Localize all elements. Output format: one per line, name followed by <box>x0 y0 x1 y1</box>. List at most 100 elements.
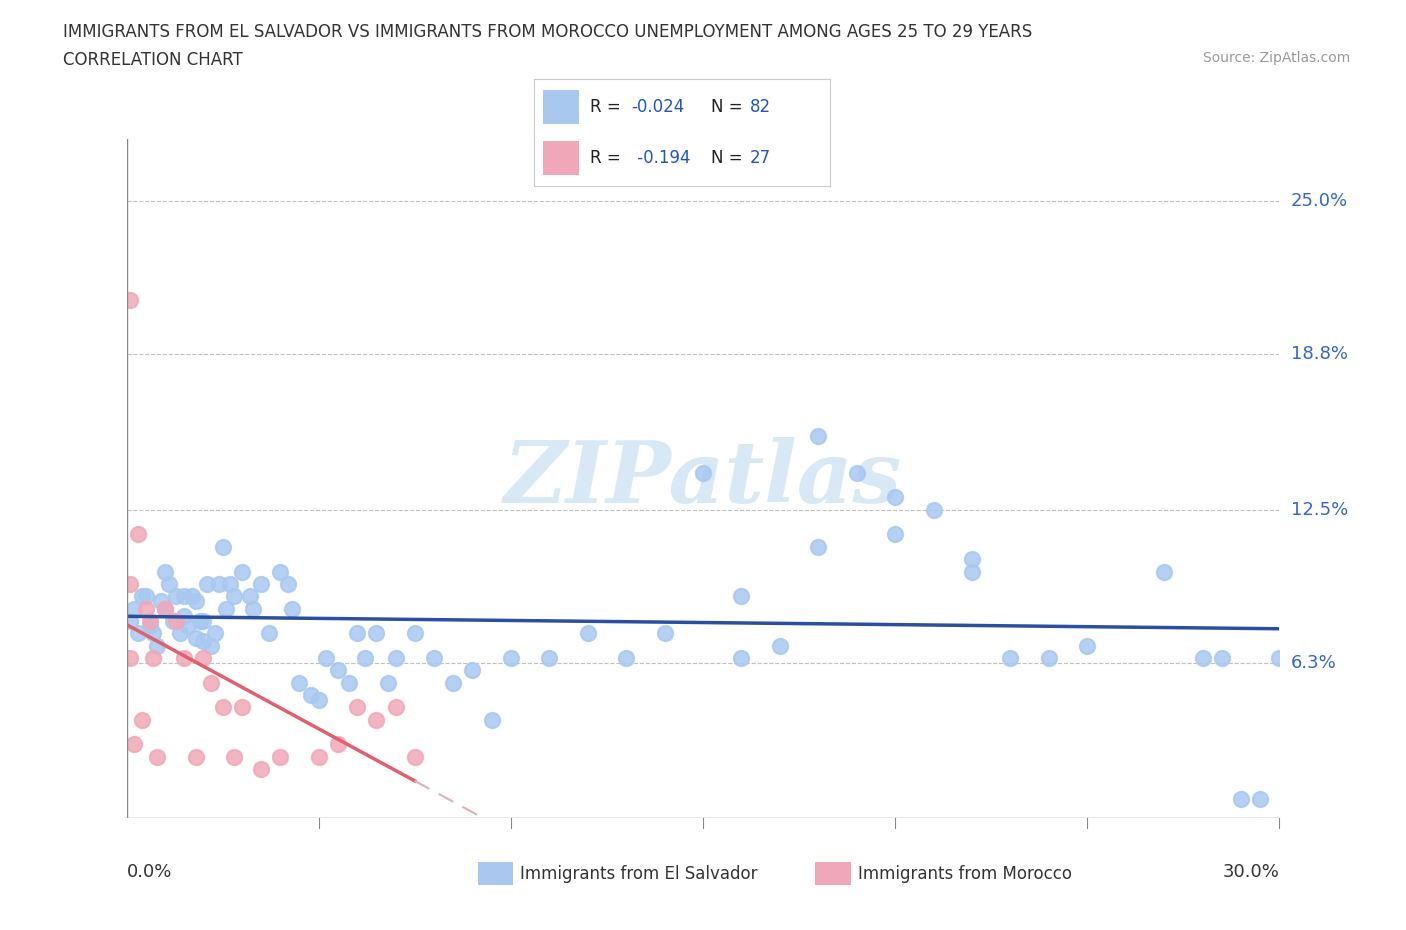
Point <box>157 577 180 591</box>
Bar <box>543 89 579 124</box>
Point <box>127 527 149 542</box>
Point <box>195 577 218 591</box>
Point <box>250 762 273 777</box>
Text: -0.024: -0.024 <box>631 98 685 116</box>
Point <box>166 589 188 604</box>
Point <box>146 638 169 653</box>
Point <box>204 626 226 641</box>
Point <box>299 687 322 702</box>
Point <box>120 577 142 591</box>
Point <box>142 650 165 665</box>
Text: 6.3%: 6.3% <box>1291 654 1337 671</box>
Point <box>169 626 191 641</box>
Point <box>353 650 375 665</box>
Point <box>1153 565 1175 579</box>
Text: 82: 82 <box>749 98 770 116</box>
Point <box>377 675 399 690</box>
Point <box>922 502 945 517</box>
Point <box>224 750 246 764</box>
Point <box>384 650 406 665</box>
Point <box>845 465 868 480</box>
Point <box>288 675 311 690</box>
Point <box>250 577 273 591</box>
Point <box>215 601 238 616</box>
Point <box>1249 791 1271 806</box>
Text: 0.0%: 0.0% <box>127 863 172 881</box>
Bar <box>543 141 579 175</box>
Point <box>315 650 337 665</box>
Point <box>142 626 165 641</box>
Point <box>1076 638 1098 653</box>
Point <box>127 626 149 641</box>
Point <box>269 750 291 764</box>
Point <box>193 650 215 665</box>
Point <box>211 700 233 715</box>
Point <box>769 638 792 653</box>
Point <box>208 577 231 591</box>
Point <box>807 539 830 554</box>
Point <box>131 712 153 727</box>
Point <box>1230 791 1253 806</box>
Point <box>884 527 907 542</box>
Text: Source: ZipAtlas.com: Source: ZipAtlas.com <box>1202 51 1350 65</box>
Point <box>138 614 160 629</box>
Point <box>122 601 145 616</box>
Point <box>138 618 160 633</box>
Point <box>960 565 983 579</box>
Point <box>162 614 184 629</box>
Point <box>346 626 368 641</box>
Point <box>200 638 222 653</box>
Point <box>614 650 637 665</box>
Point <box>188 614 211 629</box>
Point <box>184 593 207 608</box>
Point <box>884 490 907 505</box>
Point <box>120 293 142 308</box>
Point <box>308 693 330 708</box>
Point <box>135 601 157 616</box>
Point <box>238 589 260 604</box>
Point <box>150 593 173 608</box>
Point <box>200 675 222 690</box>
Point <box>281 601 304 616</box>
Text: -0.194: -0.194 <box>631 149 690 167</box>
Point <box>173 589 195 604</box>
Text: 30.0%: 30.0% <box>1223 863 1279 881</box>
Text: ZIPatlas: ZIPatlas <box>503 437 903 521</box>
Point <box>135 589 157 604</box>
Point <box>257 626 280 641</box>
Point <box>1038 650 1060 665</box>
Point <box>122 737 145 751</box>
Point <box>308 750 330 764</box>
Point <box>538 650 561 665</box>
Point <box>277 577 299 591</box>
Point <box>211 539 233 554</box>
Point <box>173 650 195 665</box>
Point <box>224 589 246 604</box>
Point <box>960 551 983 566</box>
Point <box>146 750 169 764</box>
Point <box>404 750 426 764</box>
Point <box>180 589 202 604</box>
Text: IMMIGRANTS FROM EL SALVADOR VS IMMIGRANTS FROM MOROCCO UNEMPLOYMENT AMONG AGES 2: IMMIGRANTS FROM EL SALVADOR VS IMMIGRANT… <box>63 23 1032 41</box>
Text: 27: 27 <box>749 149 770 167</box>
Point <box>326 663 349 678</box>
Point <box>384 700 406 715</box>
Point <box>366 626 388 641</box>
Point <box>499 650 522 665</box>
Point <box>1268 650 1291 665</box>
Point <box>654 626 676 641</box>
Text: 25.0%: 25.0% <box>1291 193 1348 210</box>
Text: 12.5%: 12.5% <box>1291 501 1348 519</box>
Point <box>461 663 484 678</box>
Point <box>231 700 253 715</box>
Point <box>730 589 752 604</box>
Point <box>193 614 215 629</box>
Point <box>441 675 464 690</box>
Text: CORRELATION CHART: CORRELATION CHART <box>63 51 243 69</box>
Point <box>193 633 215 648</box>
Point <box>346 700 368 715</box>
Point <box>120 614 142 629</box>
Point <box>219 577 242 591</box>
Point <box>807 429 830 444</box>
Point <box>242 601 264 616</box>
